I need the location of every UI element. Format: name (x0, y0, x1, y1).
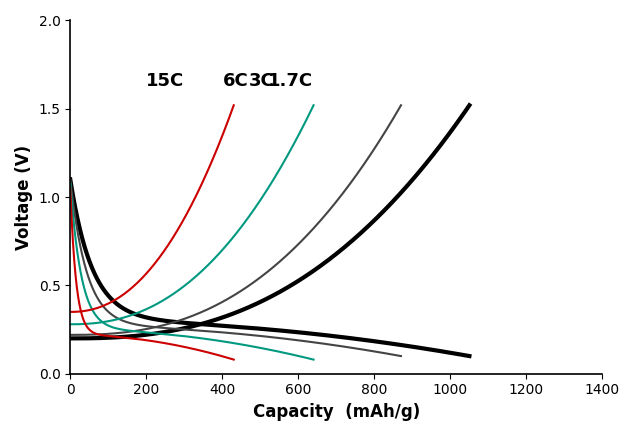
Text: 1.7C: 1.7C (268, 72, 313, 90)
Text: 15C: 15C (146, 72, 184, 90)
Text: 6C: 6C (223, 72, 248, 90)
Y-axis label: Voltage (V): Voltage (V) (15, 145, 33, 250)
X-axis label: Capacity  (mAh/g): Capacity (mAh/g) (253, 403, 420, 421)
Text: 3C: 3C (248, 72, 274, 90)
